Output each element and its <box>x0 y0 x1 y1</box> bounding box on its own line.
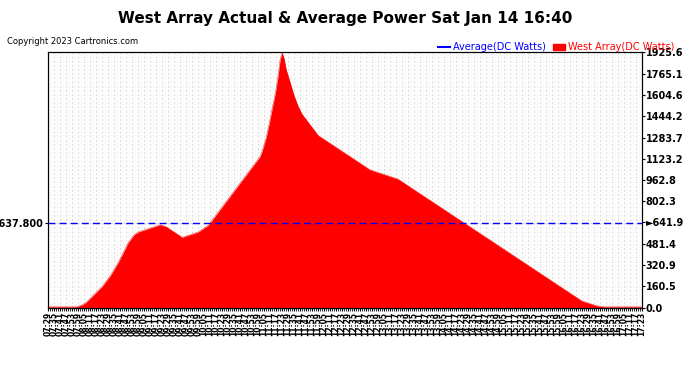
Text: Copyright 2023 Cartronics.com: Copyright 2023 Cartronics.com <box>7 38 138 46</box>
Legend: Average(DC Watts), West Array(DC Watts): Average(DC Watts), West Array(DC Watts) <box>434 39 678 56</box>
Text: West Array Actual & Average Power Sat Jan 14 16:40: West Array Actual & Average Power Sat Ja… <box>118 11 572 26</box>
